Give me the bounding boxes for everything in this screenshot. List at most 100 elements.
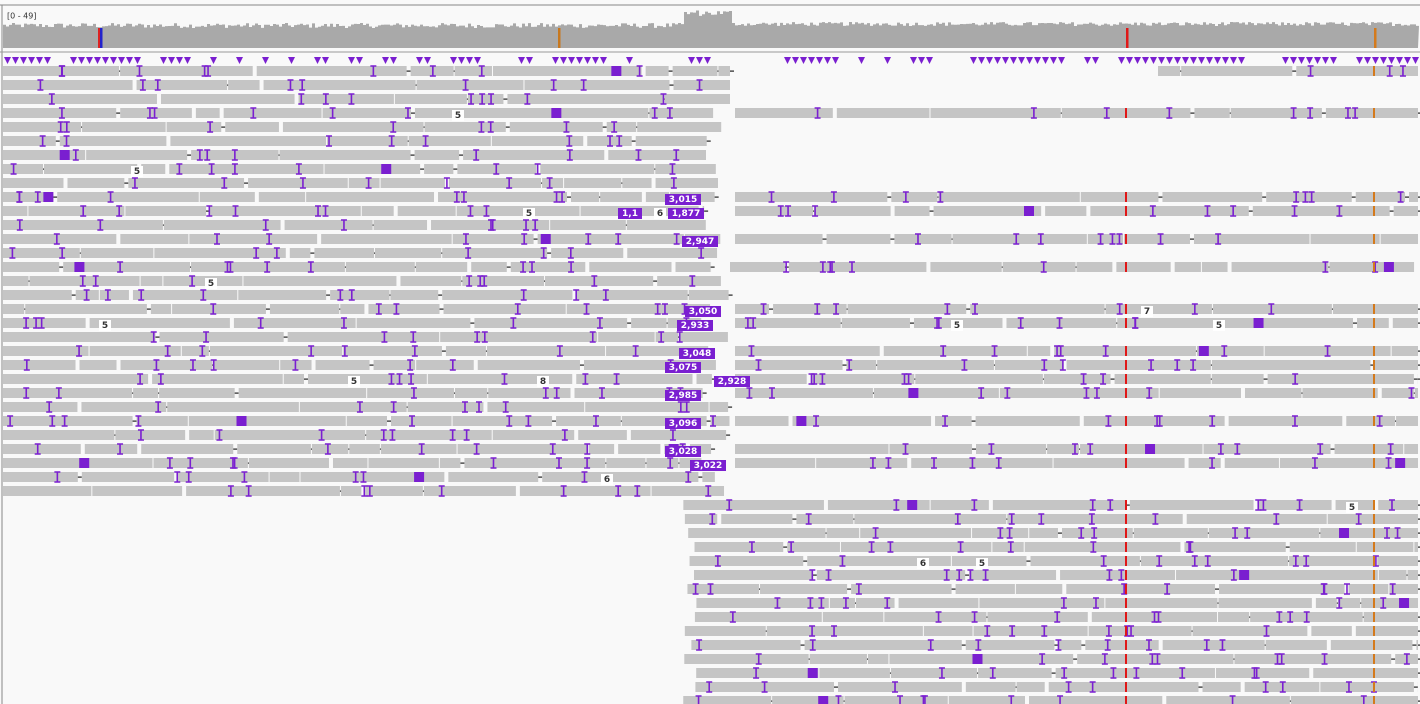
mismatch: [1125, 416, 1127, 426]
insertion-mark: [1302, 191, 1309, 203]
insertion-mark: [520, 261, 527, 273]
read: [63, 262, 191, 272]
insertion-triangle: [288, 57, 295, 64]
insertion-triangle: [978, 57, 985, 64]
insertion-mark: [390, 121, 397, 133]
mismatch: [1125, 262, 1127, 272]
insertion-mark: [1262, 681, 1269, 693]
insertion-mark: [48, 93, 55, 105]
read: [1129, 500, 1254, 510]
read: [718, 66, 730, 76]
read: [1211, 374, 1264, 384]
insertion-mark: [1078, 527, 1085, 539]
read: [1203, 444, 1331, 454]
insertion-mark: [1190, 359, 1197, 371]
insertion-triangle: [884, 57, 891, 64]
read: [380, 444, 457, 454]
read: [3, 444, 81, 454]
insertion-label: 2,928: [718, 377, 746, 387]
read: [1218, 612, 1250, 622]
deletion: [1418, 532, 1420, 534]
insertion-label-box: [523, 208, 535, 219]
insertion-mark: [241, 471, 248, 483]
deletion: [146, 308, 151, 310]
insertion-mark: [257, 317, 264, 329]
insertion-label-box: [976, 558, 988, 569]
insertion-mark: [462, 79, 469, 91]
insertion-mark: [1149, 653, 1156, 665]
mismatch: [1373, 234, 1375, 244]
mismatch: [1125, 108, 1127, 118]
insertion-mark: [827, 261, 834, 273]
insertion-mark: [1229, 695, 1236, 704]
deletion: [1353, 322, 1358, 324]
read: [1124, 234, 1190, 244]
insertion-mark: [942, 415, 949, 427]
insertion-triangle: [1222, 57, 1229, 64]
insertion-mark: [651, 107, 658, 119]
deletion: [506, 266, 511, 268]
read: [154, 248, 286, 258]
insertion-label: 5: [102, 321, 108, 331]
read: [1088, 626, 1192, 636]
read: [1116, 262, 1171, 272]
insertion-mark: [542, 387, 549, 399]
insertion-mark: [422, 135, 429, 147]
read: [867, 654, 889, 664]
insertion-mark: [905, 373, 912, 385]
read: [400, 276, 462, 286]
insertion-mark: [1204, 205, 1211, 217]
mismatch: [1125, 514, 1127, 524]
insertion-triangle: [94, 57, 101, 64]
insertion-mark: [155, 401, 162, 413]
insertion-triangle: [832, 57, 839, 64]
insertion-mark: [59, 247, 66, 259]
insertion-mark: [1057, 695, 1064, 704]
read: [115, 430, 186, 440]
read: [683, 696, 772, 704]
insertion-mark: [39, 135, 46, 147]
deletion: [704, 210, 709, 212]
insertion-mark: [16, 219, 23, 231]
read: [1076, 262, 1113, 272]
read: [730, 262, 785, 272]
insertion-mark: [453, 191, 460, 203]
insertion-label-box: [1141, 306, 1153, 317]
insertion-mark: [465, 247, 472, 259]
deletion: [951, 588, 956, 590]
read: [846, 360, 877, 370]
deletion: [155, 336, 160, 338]
read: [576, 374, 693, 384]
insertion-mark: [1321, 583, 1328, 595]
read: [120, 66, 253, 76]
read: [691, 640, 801, 650]
deletion: [966, 308, 971, 310]
insertion-mark: [1174, 359, 1181, 371]
deletion: [1292, 70, 1297, 72]
insertion-mark: [546, 177, 553, 189]
insertion-triangle: [78, 57, 85, 64]
deletion: [1158, 196, 1163, 198]
insertion-mark: [1344, 107, 1351, 119]
insertion-mark: [692, 583, 699, 595]
insertion-triangle: [576, 57, 583, 64]
insertion-mark: [592, 415, 599, 427]
insertion-mark: [1394, 527, 1401, 539]
insertion-label: 5: [1349, 503, 1355, 513]
insertion-mark: [79, 275, 86, 287]
insertion-block: [1399, 598, 1410, 608]
insertion-mark: [23, 317, 30, 329]
insertion-mark: [487, 121, 494, 133]
mismatch: [1373, 416, 1375, 426]
read: [1267, 374, 1414, 384]
deletion: [124, 182, 129, 184]
mismatch: [1373, 598, 1375, 608]
insertion-mark: [524, 93, 531, 105]
insertion-mark: [1203, 639, 1210, 651]
insertion-mark: [807, 597, 814, 609]
insertion-mark: [388, 373, 395, 385]
read: [1055, 668, 1215, 678]
read: [324, 164, 421, 174]
insertion-mark: [1071, 443, 1078, 455]
insertion-mark: [1154, 415, 1161, 427]
